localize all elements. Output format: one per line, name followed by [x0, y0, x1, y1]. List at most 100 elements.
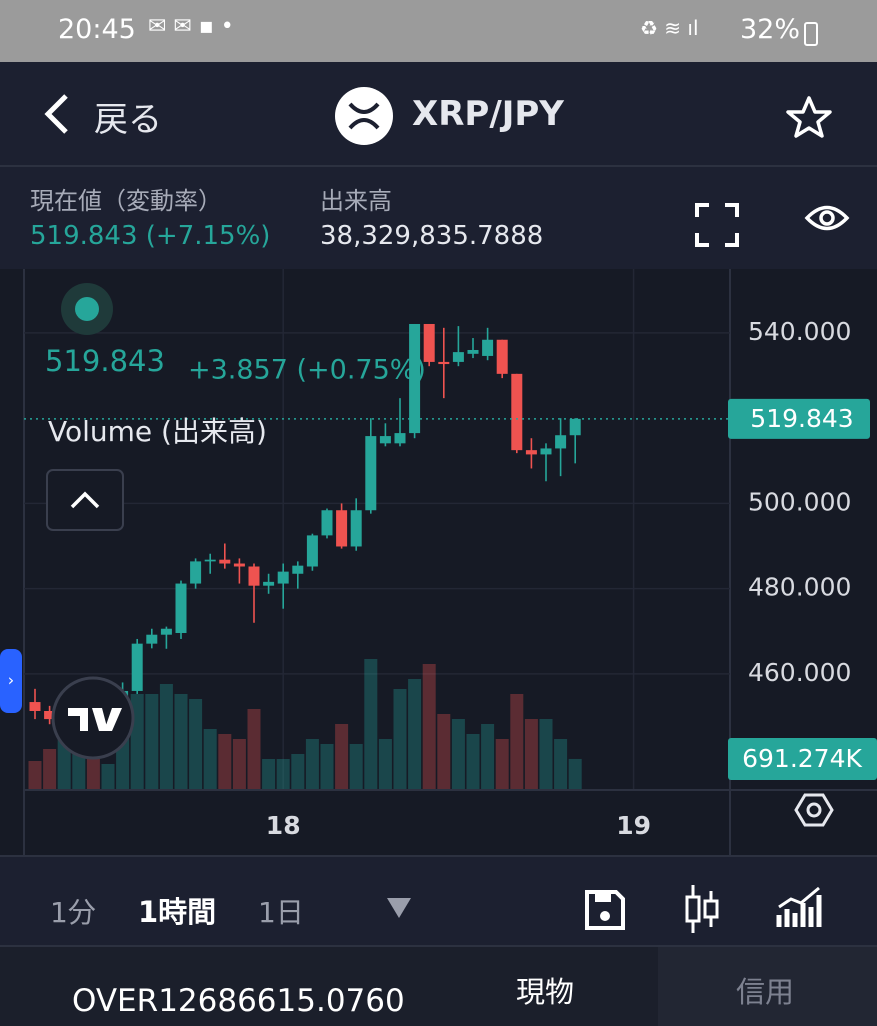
volume: 38,329,835.7888	[320, 221, 544, 251]
candle-body	[511, 373, 523, 451]
candle-body	[277, 571, 289, 584]
candle-body	[306, 535, 318, 567]
volume-bar	[349, 744, 363, 789]
tab-margin-label[interactable]: 信用	[736, 975, 795, 1009]
settings-icon-center	[806, 802, 822, 818]
toolbar: 1分 1時間 1日	[0, 855, 877, 947]
back-icon[interactable]	[38, 92, 78, 136]
y-tick-label: 480.000	[748, 573, 851, 602]
volume-bar	[320, 744, 334, 789]
back-button[interactable]: 戻る	[94, 100, 162, 140]
favorite-icon[interactable]	[786, 95, 832, 139]
candle-body	[321, 510, 333, 536]
candle-body	[525, 450, 537, 455]
candle-body	[569, 418, 581, 436]
volume-bar	[232, 739, 246, 789]
candle-body	[131, 643, 143, 691]
volume-bar	[524, 719, 538, 789]
volume-bar	[408, 679, 422, 789]
candle-body	[350, 510, 362, 547]
interval-dropdown[interactable]	[386, 897, 412, 919]
candle-body	[555, 435, 567, 449]
candle-body	[336, 510, 348, 547]
side-panel-tab[interactable]	[0, 649, 22, 713]
candle-body	[540, 448, 552, 455]
volume-bar	[335, 724, 349, 789]
settings-icon[interactable]	[794, 793, 834, 827]
interval-1d[interactable]: 1日	[258, 896, 304, 929]
volume-bar	[451, 719, 465, 789]
candle-body	[467, 349, 479, 354]
legend-dot	[75, 297, 99, 321]
notification-icons: ✉ ✉ ▪ •	[148, 14, 234, 39]
candle-body	[175, 583, 187, 633]
volume-bar	[510, 694, 524, 789]
candle-body	[379, 436, 391, 444]
volume-bar	[218, 734, 232, 789]
candle-body	[146, 634, 158, 644]
tab-spot[interactable]: 現物	[440, 947, 658, 1026]
battery: 32%	[740, 14, 801, 45]
volume-bar	[72, 754, 86, 789]
volume-bar	[247, 709, 261, 789]
save-icon[interactable]	[584, 889, 626, 931]
volume-bar	[262, 759, 276, 789]
volume-bar	[203, 729, 217, 789]
tab-margin[interactable]: 信用	[658, 947, 877, 1026]
volume-bar	[189, 699, 203, 789]
volume-bar	[481, 724, 495, 789]
volume-bar	[539, 719, 553, 789]
fullscreen-icon[interactable]	[694, 202, 740, 248]
chart-type-icon[interactable]	[682, 883, 722, 935]
volume-label: 出来高	[320, 187, 392, 215]
volume-bar	[101, 764, 115, 789]
candle-body	[452, 352, 464, 362]
tradingview-mark	[68, 708, 122, 731]
y-tick-label: 460.000	[748, 658, 851, 687]
stats: 現在値（変動率） 519.843 (+7.15%) 出来高 38,329,835…	[0, 167, 877, 271]
eye-icon[interactable]	[804, 201, 850, 235]
volume-bar	[554, 739, 568, 789]
tradingview-logo[interactable]	[51, 676, 135, 760]
volume-bar	[57, 739, 71, 789]
candle-body	[219, 559, 231, 564]
collapse-legend[interactable]	[46, 469, 124, 531]
volume-bar	[437, 714, 451, 789]
candle-body	[233, 563, 245, 567]
price-label: 現在値（変動率）	[30, 187, 222, 215]
volume-legend: Volume (出来高)	[48, 415, 267, 448]
x-tick-label: 18	[266, 811, 301, 840]
volume-bar	[291, 754, 305, 789]
candle-body	[394, 433, 406, 444]
candle-body	[496, 339, 508, 374]
battery-icon	[804, 22, 818, 46]
candle-body	[365, 436, 377, 511]
volume-bar	[305, 739, 319, 789]
volume-bar	[174, 694, 188, 789]
tab-spot-label[interactable]: 現物	[516, 975, 575, 1009]
candle-body	[190, 561, 202, 584]
volume-bar	[466, 734, 480, 789]
plot: 460.000 480.000 500.000 540.000 18 19 519.843 6…	[24, 269, 877, 840]
candle-body	[423, 323, 435, 362]
volume-bar	[568, 758, 582, 789]
order-amount: OVER12686615.0760	[72, 983, 405, 1019]
interval-1h[interactable]: 1時間	[138, 895, 217, 929]
candle-body	[204, 559, 216, 562]
volume-bar	[422, 664, 436, 789]
y-tick-label: 500.000	[748, 487, 851, 516]
side-panel-arrow: ›	[8, 671, 14, 690]
footer: OVER12686615.0760 現物 信用	[0, 945, 877, 1026]
signal-icons: ♻ ≋ ıl	[640, 16, 699, 40]
candle-body	[482, 339, 494, 356]
pair-title: XRP/JPY	[412, 94, 564, 134]
volume-bar	[393, 689, 407, 789]
xrp-logo	[335, 87, 393, 145]
volume-bar	[159, 684, 173, 789]
last-volume-label: 691.274K	[742, 744, 862, 773]
indicators-icon[interactable]	[776, 885, 824, 929]
last-price-label: 519.843	[750, 404, 853, 433]
candle-body	[160, 628, 172, 635]
interval-1m[interactable]: 1分	[50, 896, 96, 929]
candle-body	[292, 565, 304, 574]
